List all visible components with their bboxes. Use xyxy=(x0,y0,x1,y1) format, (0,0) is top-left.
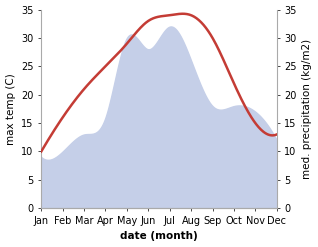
X-axis label: date (month): date (month) xyxy=(120,231,198,242)
Y-axis label: med. precipitation (kg/m2): med. precipitation (kg/m2) xyxy=(302,39,313,179)
Y-axis label: max temp (C): max temp (C) xyxy=(5,73,16,145)
